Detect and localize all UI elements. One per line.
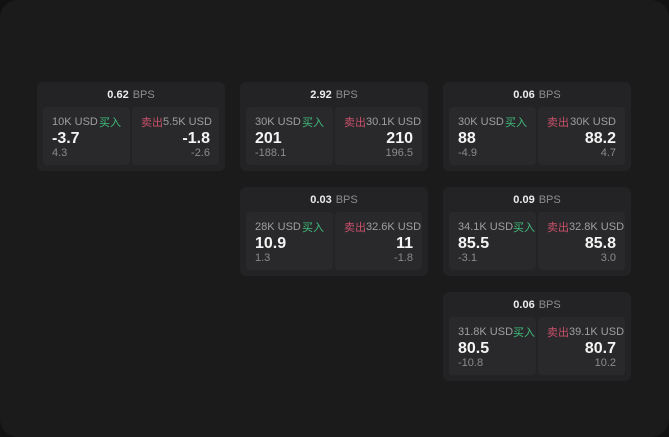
buy-delta: 4.3 <box>52 147 68 159</box>
bps-header: 0.06 BPS <box>443 82 631 105</box>
buy-quote-tile[interactable]: 30K USD 买入 88 -4.9 <box>449 107 536 165</box>
sell-delta: 196.5 <box>385 147 413 159</box>
buy-quote-tile[interactable]: 30K USD 买入 201 -188.1 <box>246 107 333 165</box>
buy-label: 买入 <box>302 222 324 234</box>
quote-card: 0.09 BPS 34.1K USD 买入 85.5 -3.1 卖出 32.8K… <box>443 187 631 276</box>
buy-price: 80.5 <box>458 340 490 357</box>
sell-size: 5.5K USD <box>163 116 212 128</box>
sell-size: 32.8K USD <box>569 221 625 233</box>
buy-quote-tile[interactable]: 31.8K USD 买入 80.5 -10.8 <box>449 317 536 375</box>
buy-price: 88 <box>458 130 476 147</box>
sell-quote-tile[interactable]: 卖出 32.6K USD 11 -1.8 <box>335 212 422 270</box>
buy-label: 买入 <box>302 117 324 129</box>
sell-delta: 3.0 <box>600 252 616 264</box>
quote-card: 0.06 BPS 30K USD 买入 88 -4.9 卖出 30K USD 8… <box>443 82 631 171</box>
sell-delta: -1.8 <box>394 252 413 264</box>
buy-size: 34.1K USD <box>458 221 514 233</box>
buy-size: 30K USD <box>458 116 504 128</box>
bps-unit: BPS <box>132 88 155 101</box>
sell-label: 卖出 <box>344 222 366 234</box>
buy-quote-tile[interactable]: 10K USD 买入 -3.7 4.3 <box>43 107 130 165</box>
sell-delta: -2.6 <box>191 147 210 159</box>
buy-price: 10.9 <box>255 235 287 252</box>
bps-value: 0.03 <box>310 193 332 206</box>
buy-price: 201 <box>255 130 282 147</box>
bps-value: 0.06 <box>513 88 535 101</box>
sell-quote-tile[interactable]: 卖出 5.5K USD -1.8 -2.6 <box>132 107 219 165</box>
bps-value: 0.62 <box>107 88 129 101</box>
sell-price: 85.8 <box>584 235 616 252</box>
buy-delta: -4.9 <box>458 147 477 159</box>
bps-value: 0.06 <box>513 298 535 311</box>
quote-card: 2.92 BPS 30K USD 买入 201 -188.1 卖出 30.1K … <box>240 82 428 171</box>
bps-header: 0.62 BPS <box>37 82 225 105</box>
sell-price: 210 <box>386 130 413 147</box>
sell-size: 39.1K USD <box>569 326 625 338</box>
buy-size: 10K USD <box>52 116 98 128</box>
buy-size: 28K USD <box>255 221 301 233</box>
buy-label: 买入 <box>99 117 121 129</box>
buy-label: 买入 <box>505 117 527 129</box>
buy-label: 买入 <box>513 327 536 339</box>
buy-price: -3.7 <box>52 130 80 147</box>
sell-price: 80.7 <box>584 340 616 357</box>
quote-grid: 0.62 BPS 10K USD 买入 -3.7 4.3 卖出 5.5K USD… <box>37 82 631 381</box>
sell-size: 32.6K USD <box>366 221 422 233</box>
buy-quote-tile[interactable]: 28K USD 买入 10.9 1.3 <box>246 212 333 270</box>
bps-header: 0.03 BPS <box>240 187 428 210</box>
sell-quote-tile[interactable]: 卖出 30K USD 88.2 4.7 <box>538 107 625 165</box>
quote-card: 0.03 BPS 28K USD 买入 10.9 1.3 卖出 32.6K US… <box>240 187 428 276</box>
buy-delta: 1.3 <box>255 252 271 264</box>
sell-label: 卖出 <box>344 117 366 129</box>
buy-delta: -10.8 <box>458 357 484 369</box>
sell-price: 11 <box>396 235 413 252</box>
buy-quote-tile[interactable]: 34.1K USD 买入 85.5 -3.1 <box>449 212 536 270</box>
bps-header: 2.92 BPS <box>240 82 428 105</box>
buy-delta: -188.1 <box>255 147 287 159</box>
bps-header: 0.09 BPS <box>443 187 631 210</box>
sell-label: 卖出 <box>141 117 163 129</box>
bps-unit: BPS <box>335 193 358 206</box>
bps-value: 2.92 <box>310 88 332 101</box>
bps-unit: BPS <box>538 298 561 311</box>
sell-size: 30K USD <box>570 116 616 128</box>
sell-price: -1.8 <box>182 130 210 147</box>
bps-unit: BPS <box>538 88 561 101</box>
buy-size: 30K USD <box>255 116 301 128</box>
buy-delta: -3.1 <box>458 252 477 264</box>
sell-quote-tile[interactable]: 卖出 39.1K USD 80.7 10.2 <box>538 317 625 375</box>
buy-size: 31.8K USD <box>458 326 514 338</box>
sell-label: 卖出 <box>547 327 569 339</box>
quote-card: 0.62 BPS 10K USD 买入 -3.7 4.3 卖出 5.5K USD… <box>37 82 225 171</box>
bps-value: 0.09 <box>513 193 535 206</box>
bps-unit: BPS <box>335 88 358 101</box>
sell-price: 88.2 <box>584 130 616 147</box>
sell-delta: 4.7 <box>600 147 616 159</box>
buy-label: 买入 <box>513 222 536 234</box>
bps-unit: BPS <box>538 193 561 206</box>
sell-label: 卖出 <box>547 222 569 234</box>
sell-size: 30.1K USD <box>366 116 422 128</box>
sell-delta: 10.2 <box>594 357 616 369</box>
sell-label: 卖出 <box>547 117 569 129</box>
sell-quote-tile[interactable]: 卖出 32.8K USD 85.8 3.0 <box>538 212 625 270</box>
buy-price: 85.5 <box>458 235 490 252</box>
quote-card: 0.06 BPS 31.8K USD 买入 80.5 -10.8 卖出 39.1… <box>443 292 631 381</box>
bps-header: 0.06 BPS <box>443 292 631 315</box>
sell-quote-tile[interactable]: 卖出 30.1K USD 210 196.5 <box>335 107 422 165</box>
